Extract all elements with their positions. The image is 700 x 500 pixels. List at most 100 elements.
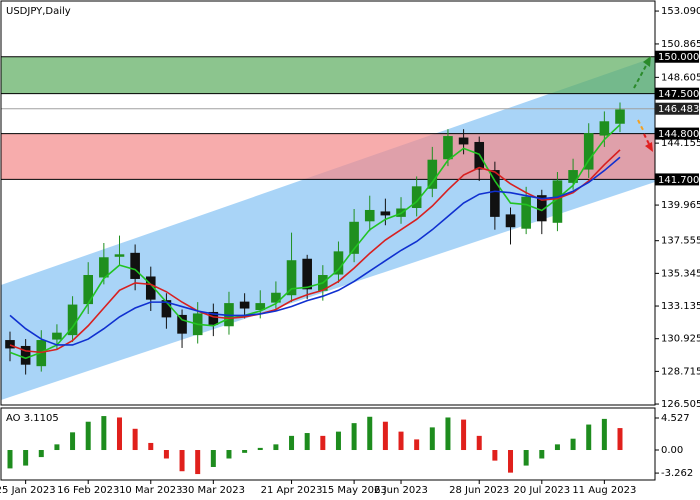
y-tick-label: 133.135	[661, 301, 700, 312]
candle-body	[208, 311, 219, 325]
candle-body	[286, 260, 297, 296]
ao-bar	[586, 424, 592, 451]
sub-frame	[0, 407, 656, 481]
zone	[1, 133, 655, 180]
candle-body	[333, 251, 344, 275]
ao-bar	[539, 450, 545, 459]
ao-bar	[54, 444, 60, 451]
ao-bar	[273, 444, 279, 451]
ao-bar	[148, 442, 154, 451]
y-tick-label: 150.865	[661, 39, 700, 50]
ao-bar	[163, 450, 169, 459]
up-arrow	[633, 61, 649, 89]
ao-bar	[101, 416, 107, 451]
price-box	[655, 173, 699, 186]
y-tick-label: 139.965	[661, 200, 700, 211]
ao-bar	[523, 450, 529, 466]
ao-bar	[429, 427, 435, 451]
x-tick-label: 21 Apr 2023	[261, 485, 323, 496]
candle-body	[583, 133, 594, 170]
ao-bar	[242, 450, 248, 453]
candle-body	[99, 257, 109, 278]
candle-body	[505, 214, 516, 228]
ao-bar	[398, 431, 404, 451]
axis-labels: 153.090 150.865 148.605 144.155 139.965 137.5…	[0, 6, 700, 496]
y-tick-label: 4.527	[661, 413, 690, 424]
candle-body	[302, 258, 312, 290]
y-tick-label: 135.345	[661, 268, 700, 279]
candle-body	[427, 159, 438, 189]
down-arrow-head	[645, 142, 653, 152]
candle-body	[114, 254, 125, 257]
y-tick-label: 153.090	[661, 6, 700, 17]
ao-bar	[367, 416, 373, 451]
candle-body	[380, 211, 391, 216]
y-tick-label: 144.155	[661, 138, 700, 149]
chart-title: USDJPY,Daily	[6, 6, 71, 17]
candle-body	[20, 345, 31, 365]
ao-bar	[38, 450, 44, 458]
candle-body	[239, 301, 250, 309]
ao-bar	[601, 418, 607, 451]
ao-bar	[179, 450, 185, 472]
x-tick-label: 25 Jan 2023	[0, 485, 56, 496]
ao-bar	[7, 450, 13, 469]
price-box-label: 146.483	[658, 104, 699, 115]
price-box-label: 141.700	[658, 175, 699, 186]
price-box	[655, 50, 699, 63]
candle-body	[458, 137, 469, 145]
ao-bar	[116, 417, 122, 451]
x-tick-label: 6 Jun 2023	[374, 485, 428, 496]
ao-bar	[414, 439, 420, 451]
candle-body	[52, 332, 62, 340]
x-tick-label: 28 Jun 2023	[449, 485, 509, 496]
candle-body	[255, 303, 266, 311]
ao-bar	[226, 450, 232, 459]
candle-body	[271, 292, 281, 303]
ao-bar	[210, 450, 216, 467]
ao-bar	[617, 428, 623, 451]
down-arrow-top	[637, 119, 645, 133]
y-tick-label: 0.00	[661, 445, 683, 456]
moving-average	[9, 156, 621, 346]
ao-bar	[476, 435, 482, 451]
ao-bar	[382, 421, 388, 451]
candle-body	[5, 340, 15, 349]
up-arrow-head	[643, 56, 651, 67]
price-box	[655, 87, 699, 100]
ao-bar	[23, 450, 29, 466]
ao-bar	[70, 432, 76, 451]
down-arrow	[643, 133, 651, 147]
ao-bar	[492, 450, 498, 461]
ao-bar	[304, 433, 310, 451]
candle-body	[568, 170, 578, 183]
candle-body	[177, 314, 187, 334]
ao-bar	[257, 447, 263, 451]
y-tick-label: -3.262	[661, 468, 693, 479]
candle-body	[161, 300, 172, 318]
moving-average	[9, 124, 621, 360]
indicator-title: AO 3.1105	[6, 413, 59, 424]
ao-bar	[570, 438, 576, 451]
plot	[1, 56, 655, 475]
candle-body	[364, 209, 375, 222]
ao-bar	[132, 428, 138, 451]
moving-average	[9, 149, 621, 354]
zone	[1, 56, 655, 94]
y-tick-label: 137.555	[661, 236, 700, 247]
ao-bar	[554, 444, 560, 451]
main-frame	[0, 0, 656, 406]
price-box-label: 144.800	[658, 129, 699, 140]
x-tick-label: 16 Feb 2023	[57, 485, 119, 496]
x-tick-label: 30 Mar 2023	[182, 485, 245, 496]
x-tick-label: 20 Jul 2023	[513, 485, 570, 496]
price-box	[655, 102, 699, 115]
price-box	[655, 127, 699, 140]
candle-body	[490, 170, 500, 217]
candle-body	[349, 221, 359, 254]
candle-body	[443, 136, 453, 160]
ao-bar	[85, 421, 91, 451]
x-tick-label: 11 Aug 2023	[572, 485, 636, 496]
price-box-label: 147.500	[658, 89, 699, 100]
